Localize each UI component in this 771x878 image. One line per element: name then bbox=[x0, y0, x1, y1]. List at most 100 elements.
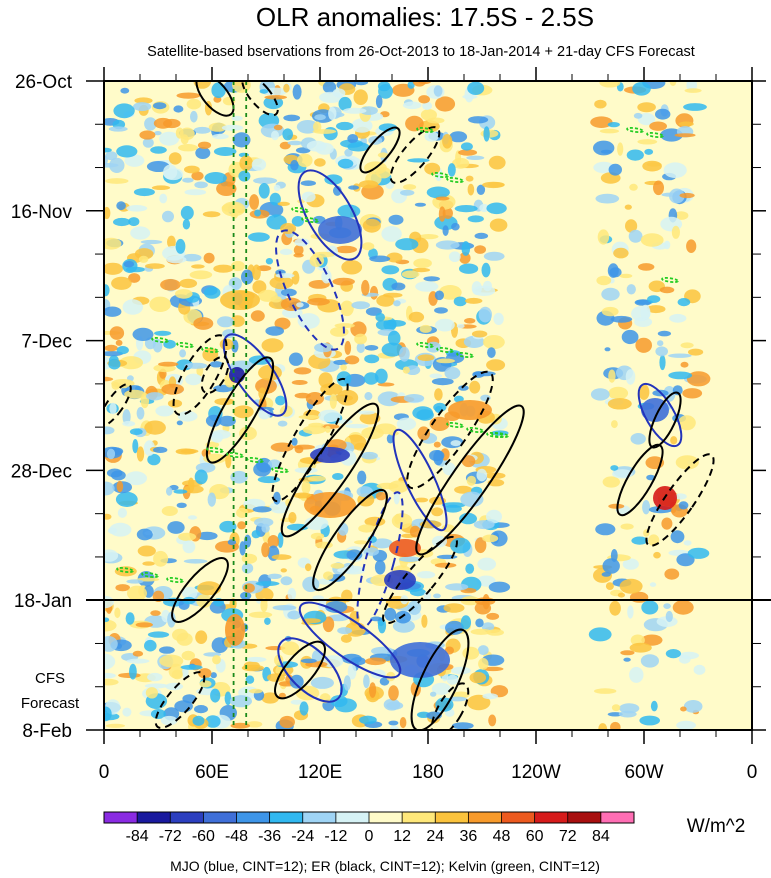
heat-cell bbox=[407, 81, 415, 89]
heat-cell bbox=[363, 547, 379, 556]
colorbar-swatch bbox=[534, 812, 569, 823]
colorbar: -84 -72 -60 -48 -36 -24 -12 0 12 24 36 48 60 72 84 bbox=[103, 811, 635, 845]
heat-cell bbox=[486, 359, 506, 371]
heat-cell bbox=[211, 431, 223, 443]
heat-cell bbox=[635, 337, 652, 353]
heat-cell bbox=[172, 628, 189, 642]
heat-cell bbox=[104, 481, 115, 496]
heat-cell bbox=[379, 677, 390, 686]
heat-cell bbox=[597, 229, 610, 245]
heat-cell bbox=[324, 425, 331, 433]
heat-cell bbox=[336, 121, 354, 131]
heat-cell bbox=[599, 81, 621, 88]
heat-cell bbox=[225, 453, 232, 469]
heat-cell bbox=[638, 384, 650, 400]
anomaly-patch bbox=[225, 614, 245, 646]
heat-cell bbox=[418, 95, 430, 104]
kelvin-contour bbox=[646, 131, 664, 139]
heat-cell bbox=[364, 354, 380, 364]
heat-cell bbox=[108, 126, 128, 132]
heat-cell bbox=[267, 535, 279, 549]
heat-cell bbox=[264, 95, 288, 100]
anomaly-patch bbox=[384, 570, 416, 590]
heat-cell bbox=[228, 277, 242, 291]
heat-cell bbox=[114, 607, 121, 619]
heat-cell bbox=[159, 193, 168, 204]
heat-cell bbox=[175, 289, 193, 299]
heat-cell bbox=[193, 126, 211, 134]
heat-cell bbox=[434, 562, 457, 568]
heat-cell bbox=[358, 524, 375, 533]
er-contour bbox=[274, 640, 326, 700]
kelvin-contour bbox=[206, 446, 224, 454]
heat-cell bbox=[386, 433, 394, 444]
heat-cell bbox=[265, 646, 286, 651]
heat-cell bbox=[294, 238, 310, 247]
heat-cell bbox=[400, 189, 415, 196]
heat-cell bbox=[212, 655, 221, 665]
heat-cell bbox=[132, 327, 154, 341]
heat-cell bbox=[680, 361, 689, 368]
heat-cell bbox=[159, 646, 175, 654]
heat-cell bbox=[402, 101, 422, 110]
heat-cell bbox=[383, 698, 401, 711]
heat-cell bbox=[626, 149, 644, 161]
heat-cell bbox=[138, 255, 149, 263]
heat-cell bbox=[104, 672, 116, 679]
heat-cell bbox=[608, 369, 616, 383]
heat-cell bbox=[669, 313, 687, 323]
heat-cell bbox=[395, 238, 419, 251]
kelvin-contour bbox=[416, 341, 434, 349]
heat-cell bbox=[346, 549, 363, 561]
heat-cell bbox=[314, 114, 326, 121]
forecast-label-line2: Forecast bbox=[21, 695, 80, 712]
heat-cell bbox=[623, 657, 631, 662]
x-axis: 0 60E 120E 180 120W 60W 0 bbox=[99, 67, 757, 783]
heat-cell bbox=[458, 149, 478, 156]
er-contour bbox=[645, 453, 715, 547]
heat-cell bbox=[154, 330, 172, 336]
heat-cell bbox=[246, 721, 263, 728]
heat-cell bbox=[140, 239, 163, 245]
heat-cell bbox=[469, 380, 481, 394]
heat-cell bbox=[671, 225, 681, 239]
heat-cell bbox=[155, 405, 174, 417]
heat-cell bbox=[293, 492, 312, 499]
heat-cell bbox=[359, 106, 378, 115]
heat-cell bbox=[115, 584, 130, 592]
heat-cell bbox=[454, 205, 478, 213]
y-tick-label: 7-Dec bbox=[21, 332, 72, 353]
heat-cell bbox=[296, 120, 319, 134]
er-contour bbox=[195, 81, 235, 117]
heat-cell bbox=[378, 84, 393, 99]
heat-cell bbox=[359, 411, 381, 425]
mjo-contour bbox=[297, 169, 363, 261]
heat-cell bbox=[338, 96, 352, 111]
heat-cell bbox=[332, 88, 346, 98]
heat-cell bbox=[433, 593, 441, 599]
heat-cell bbox=[123, 260, 135, 268]
heat-cell bbox=[227, 539, 237, 546]
heat-cell bbox=[399, 556, 421, 562]
heat-cell bbox=[461, 241, 471, 256]
heat-cell bbox=[351, 301, 371, 310]
heat-cell bbox=[325, 601, 348, 613]
wave-filtered-contours bbox=[104, 81, 715, 730]
heat-cell bbox=[115, 339, 123, 346]
heat-cell bbox=[686, 371, 711, 387]
heat-cell bbox=[678, 654, 691, 664]
heat-cell bbox=[281, 288, 297, 297]
heat-cell bbox=[672, 600, 694, 615]
heat-cell bbox=[462, 94, 478, 100]
heat-cell bbox=[389, 725, 400, 730]
heat-cell bbox=[354, 81, 369, 86]
heat-cell bbox=[479, 203, 490, 213]
anomaly-patch bbox=[304, 492, 356, 518]
colorbar-label: 84 bbox=[592, 828, 610, 845]
colorbar-label: 72 bbox=[559, 828, 577, 845]
heat-cell bbox=[180, 205, 194, 220]
heat-cell bbox=[378, 123, 398, 132]
heat-cell bbox=[483, 126, 490, 142]
heat-cell bbox=[460, 142, 473, 151]
kelvin-contour bbox=[466, 426, 484, 434]
